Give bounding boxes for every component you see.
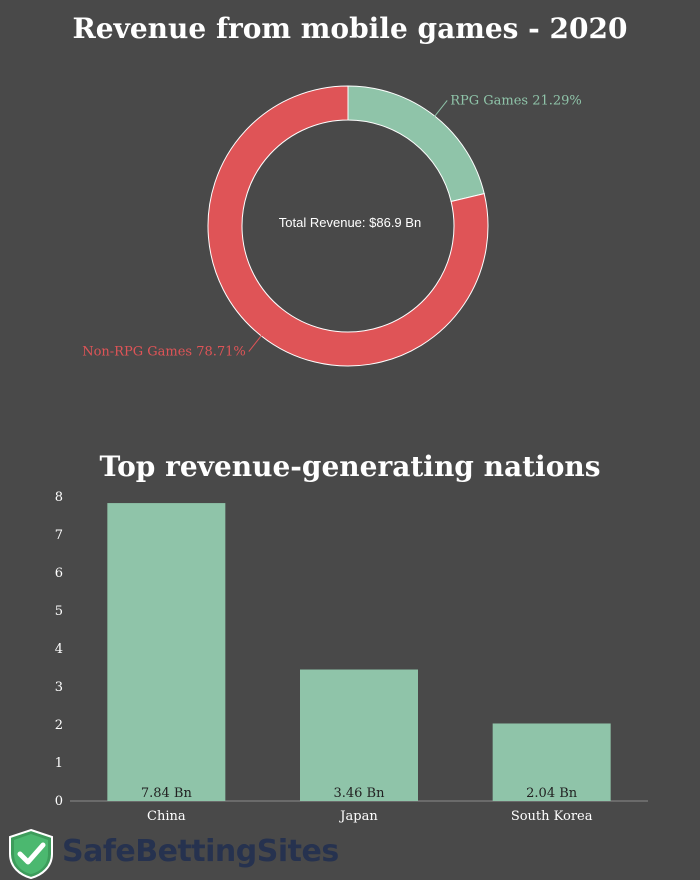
- donut-slice-non-rpg-games: [207, 85, 489, 367]
- y-axis-tick-label: 1: [55, 756, 63, 771]
- y-axis-tick-label: 4: [55, 642, 63, 657]
- bar-south-korea: [492, 723, 611, 801]
- bar-value-label: 7.84 Bn: [141, 786, 193, 801]
- y-axis-tick-label: 2: [55, 718, 63, 733]
- donut-slice-label: Non-RPG Games 78.71%: [82, 345, 246, 360]
- shield-check-icon: [9, 828, 53, 880]
- bar-value-label: 2.04 Bn: [526, 786, 578, 801]
- x-axis-tick-label: Japan: [338, 809, 378, 824]
- bar-china: [107, 503, 226, 801]
- brand-logo-text: SafeBettingSites: [62, 834, 339, 869]
- y-axis-tick-label: 3: [55, 680, 63, 695]
- bar-chart-title: Top revenue-generating nations: [99, 450, 601, 483]
- y-axis-tick-label: 7: [55, 528, 63, 543]
- x-axis-tick-label: South Korea: [511, 809, 593, 824]
- donut-center-label: Total Revenue: $86.9 Bn: [279, 215, 421, 230]
- donut-slice-label: RPG Games 21.29%: [450, 93, 582, 108]
- y-axis-tick-label: 0: [55, 794, 63, 809]
- bar-japan: [300, 669, 418, 801]
- y-axis-tick-label: 6: [55, 566, 63, 581]
- y-axis-tick-label: 8: [55, 490, 63, 505]
- bar-value-label: 3.46 Bn: [333, 786, 385, 801]
- donut-leader-line: [248, 330, 266, 352]
- donut-leader-line: [430, 100, 448, 122]
- y-axis-tick-label: 5: [55, 604, 63, 619]
- x-axis-tick-label: China: [147, 809, 186, 824]
- donut-chart-title: Revenue from mobile games - 2020: [72, 12, 628, 45]
